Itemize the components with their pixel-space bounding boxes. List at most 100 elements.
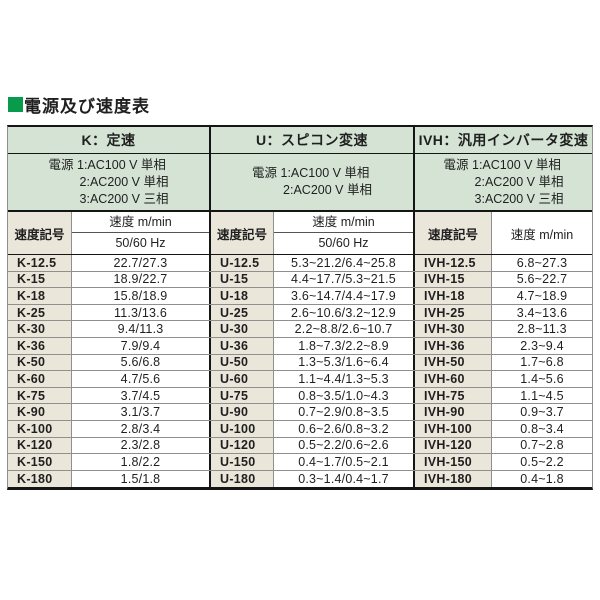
speed-value-ivh: 1.1~4.5 — [520, 388, 564, 403]
speed-code-u: U-100 — [211, 420, 274, 437]
section-title-row: 電源及び速度表 — [8, 92, 150, 117]
speed-code-ivh: IVH-100 — [415, 420, 492, 437]
speed-code-u: U-18 — [211, 288, 274, 304]
speed-value-ivh: 6.8~27.3 — [516, 255, 568, 270]
speed-code-ivh: IVH-90 — [415, 404, 492, 420]
speed-value-ivh: 5.6~22.7 — [516, 272, 568, 287]
power-line: 2:AC200 V 単相 — [474, 174, 564, 189]
power-info-ivh: 電源 1:AC100 V 単相 2:AC200 V 単相 3:AC200 V 三… — [415, 154, 592, 210]
speed-value-u: 2.2~8.8/2.6~10.7 — [274, 321, 415, 337]
power-info-lines: 電源 1:AC100 V 単相 2:AC200 V 単相 3:AC200 V 三… — [49, 157, 169, 208]
speed-value-u: 2.6~10.6/3.2~12.9 — [274, 304, 415, 321]
speed-value-k: 9.4/11.3 — [72, 321, 211, 337]
speed-value-u: 0.4~1.7/0.5~2.1 — [274, 454, 415, 470]
group-header-k: K：定速 — [8, 127, 211, 153]
speed-code-ivh: IVH-12.5 — [415, 255, 492, 271]
table-row: K-120 2.3/2.8 U-120 0.5~2.2/0.6~2.6 IVH-… — [8, 437, 592, 455]
speed-value-u: 0.5~2.2/0.6~2.6 — [274, 437, 415, 454]
power-line: 電源 1:AC100 V 単相 — [443, 157, 561, 172]
table-row: K-90 3.1/3.7 U-90 0.7~2.9/0.8~3.5 IVH-90… — [8, 404, 592, 421]
code-column-header-k: 速度記号 — [8, 212, 72, 254]
speed-value-u: 1.1~4.4/1.3~5.3 — [274, 371, 415, 387]
power-supply-row: 電源 1:AC100 V 単相 2:AC200 V 単相 3:AC200 V 三… — [8, 154, 592, 212]
speed-code-ivh: IVH-36 — [415, 337, 492, 354]
speed-code-ivh: IVH-25 — [415, 304, 492, 321]
speed-code-k: K-75 — [8, 387, 72, 404]
speed-code-u: U-75 — [211, 387, 274, 404]
speed-value-k: 2.8/3.4 — [72, 420, 211, 437]
speed-code-k: K-50 — [8, 354, 72, 371]
speed-value-k: 18.9/22.7 — [72, 271, 211, 288]
speed-value-ivh: 2.3~9.4 — [520, 338, 564, 353]
code-column-header-u: 速度記号 — [211, 212, 274, 254]
page-title: 電源及び速度表 — [24, 97, 150, 116]
speed-value-k: 11.3/13.6 — [72, 304, 211, 321]
table-row: K-75 3.7/4.5 U-75 0.8~3.5/1.0~4.3 IVH-75… — [8, 387, 592, 405]
speed-value-ivh: 1.7~6.8 — [520, 355, 564, 370]
speed-code-k: K-150 — [8, 454, 72, 470]
column-header-row: 速度記号 速度 m/min 50/60 Hz 速度記号 速度 m/min 50/… — [8, 212, 592, 255]
speed-code-u: U-36 — [211, 337, 274, 354]
speed-value-k: 2.3/2.8 — [72, 437, 211, 454]
power-info-u: 電源 1:AC100 V 単相 2:AC200 V 単相 — [211, 154, 415, 210]
speed-code-k: K-120 — [8, 437, 72, 454]
speed-code-k: K-18 — [8, 288, 72, 304]
table-row: K-15 18.9/22.7 U-15 4.4~17.7/5.3~21.5 IV… — [8, 271, 592, 289]
speed-value-u: 3.6~14.7/4.4~17.9 — [274, 288, 415, 304]
speed-code-k: K-15 — [8, 271, 72, 288]
table-row: K-180 1.5/1.8 U-180 0.3~1.4/0.4~1.7 IVH-… — [8, 470, 592, 488]
speed-value-k: 5.6/6.8 — [72, 354, 211, 371]
speed-code-ivh: IVH-180 — [415, 470, 492, 488]
speed-value-ivh: 0.8~3.4 — [520, 421, 564, 436]
speed-code-k: K-100 — [8, 420, 72, 437]
green-square-bullet-icon — [8, 97, 23, 112]
table-row: K-25 11.3/13.6 U-25 2.6~10.6/3.2~12.9 IV… — [8, 304, 592, 322]
speed-code-u: U-90 — [211, 404, 274, 420]
power-line: 3:AC200 V 三相 — [79, 191, 169, 206]
speed-code-k: K-60 — [8, 371, 72, 387]
speed-value-k: 15.8/18.9 — [72, 288, 211, 304]
speed-value-u: 0.6~2.6/0.8~3.2 — [274, 420, 415, 437]
speed-value-u: 0.7~2.9/0.8~3.5 — [274, 404, 415, 420]
speed-value-u: 1.8~7.3/2.2~8.9 — [274, 337, 415, 354]
speed-value-k: 3.7/4.5 — [72, 387, 211, 404]
speed-value-ivh: 1.4~5.6 — [520, 371, 564, 386]
speed-code-ivh: IVH-120 — [415, 437, 492, 454]
speed-code-u: U-60 — [211, 371, 274, 387]
table-row: K-50 5.6/6.8 U-50 1.3~5.3/1.6~6.4 IVH-50… — [8, 354, 592, 372]
speed-value-u: 4.4~17.7/5.3~21.5 — [274, 271, 415, 288]
speed-unit-label: 速度 m/min — [72, 212, 209, 233]
speed-code-u: U-25 — [211, 304, 274, 321]
speed-code-ivh: IVH-15 — [415, 271, 492, 288]
power-line: 電源 1:AC100 V 単相 — [48, 157, 166, 172]
power-speed-table: K：定速 U：スピコン変速 IVH：汎用インバータ変速 電源 1:AC100 V… — [7, 125, 593, 491]
speed-unit-label: 速度 m/min — [274, 212, 413, 233]
speed-code-u: U-12.5 — [211, 255, 274, 271]
speed-value-u: 0.3~1.4/0.4~1.7 — [274, 470, 415, 488]
power-line: 2:AC200 V 単相 — [283, 183, 372, 197]
speed-code-ivh: IVH-150 — [415, 454, 492, 470]
speed-value-k: 22.7/27.3 — [72, 255, 211, 271]
speed-code-u: U-150 — [211, 454, 274, 470]
speed-value-ivh: 0.9~3.7 — [520, 405, 564, 420]
table-row: K-60 4.7/5.6 U-60 1.1~4.4/1.3~5.3 IVH-60… — [8, 371, 592, 388]
group-header-u: U：スピコン変速 — [211, 127, 415, 153]
speed-value-k: 1.8/2.2 — [72, 454, 211, 470]
speed-code-u: U-120 — [211, 437, 274, 454]
speed-column-header-ivh: 速度 m/min — [492, 212, 592, 254]
speed-code-k: K-180 — [8, 470, 72, 488]
speed-code-k: K-36 — [8, 337, 72, 354]
power-info-lines: 電源 1:AC100 V 単相 2:AC200 V 単相 — [252, 165, 372, 199]
table-row: K-36 7.9/9.4 U-36 1.8~7.3/2.2~8.9 IVH-36… — [8, 337, 592, 355]
power-line: 電源 1:AC100 V 単相 — [252, 166, 370, 180]
speed-code-ivh: IVH-60 — [415, 371, 492, 387]
power-line: 3:AC200 V 三相 — [474, 191, 564, 206]
table-body: K-12.5 22.7/27.3 U-12.5 5.3~21.2/6.4~25.… — [8, 255, 592, 488]
speed-value-k: 1.5/1.8 — [72, 470, 211, 488]
speed-code-ivh: IVH-75 — [415, 387, 492, 404]
speed-value-ivh: 2.8~11.3 — [517, 322, 567, 337]
speed-code-ivh: IVH-50 — [415, 354, 492, 371]
speed-code-u: U-30 — [211, 321, 274, 337]
speed-value-ivh: 0.5~2.2 — [520, 454, 564, 469]
